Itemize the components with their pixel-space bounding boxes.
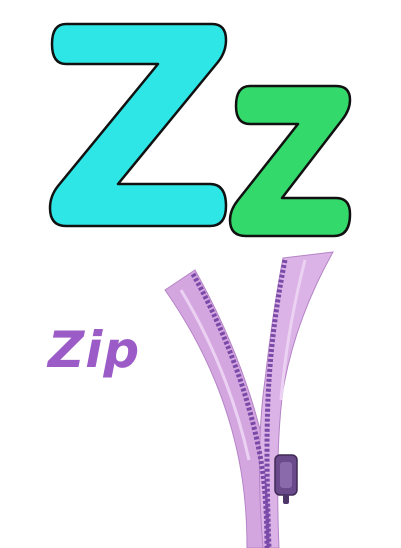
zipper-slider (274, 454, 298, 504)
zipper-left-tape (164, 269, 274, 548)
zipper-highlight (179, 289, 251, 461)
zipper-left-teeth (190, 272, 270, 548)
zipper-highlight (279, 259, 307, 401)
lowercase-z (228, 84, 352, 238)
word-label: Zip (48, 321, 141, 379)
zipper-image (164, 251, 334, 548)
zipper-right-teeth (264, 259, 288, 548)
letter-pair (48, 22, 352, 238)
uppercase-z (48, 22, 228, 228)
